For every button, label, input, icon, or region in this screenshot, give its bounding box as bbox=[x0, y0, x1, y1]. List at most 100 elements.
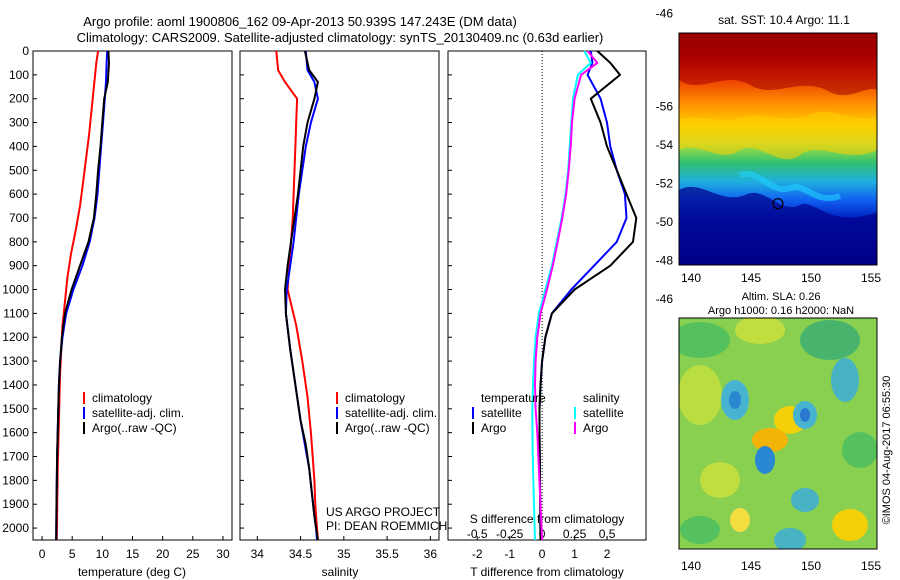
legend-t-argo: Argo bbox=[481, 421, 507, 435]
salinity-x-tick: 35.5 bbox=[375, 547, 399, 561]
sst-map bbox=[679, 33, 877, 265]
depth-tick-label: 1000 bbox=[2, 283, 29, 297]
depth-tick-label: 1600 bbox=[2, 426, 29, 440]
salinity-legend: climatology satellite-adj. clim. Argo(..… bbox=[336, 391, 437, 435]
difference-legend: temperature satellite Argo salinity sate… bbox=[472, 391, 624, 435]
s-difference-x-ticks: -0.5-0.2500.250.5 bbox=[467, 527, 616, 541]
temperature-x-ticks: 0 5 10 15 20 25 30 bbox=[39, 536, 230, 561]
sla-map-frame bbox=[678, 317, 878, 550]
difference-panel-frame bbox=[447, 50, 647, 541]
depth-tick-label: 600 bbox=[9, 187, 29, 201]
salinity-x-tick: 36 bbox=[424, 547, 438, 561]
depth-tick-label: 500 bbox=[9, 163, 29, 177]
depth-tick-label: 800 bbox=[9, 235, 29, 249]
latitude-tick: -56 bbox=[656, 99, 674, 113]
longitude-tick: 150 bbox=[801, 271, 821, 285]
series-line-argo-raw-qc- bbox=[284, 50, 319, 541]
depth-tick-label: 700 bbox=[9, 211, 29, 225]
temperature-x-label: temperature (deg C) bbox=[78, 565, 186, 579]
sla-map-title-line2: Argo h1000: 0.16 h2000: NaN bbox=[708, 305, 854, 317]
salinity-x-label: salinity bbox=[322, 565, 359, 579]
s-difference-label: S difference from climatology bbox=[470, 512, 625, 526]
t-difference-x-tick: -1 bbox=[504, 547, 515, 561]
series-line-temperature-satellite bbox=[538, 50, 628, 541]
depth-axis-ticks: 0 100 200 300 400 500 600 700 800 900 1000 1100 1200… bbox=[2, 44, 452, 535]
salinity-x-tick: 34.5 bbox=[289, 547, 313, 561]
figure-title-line2: Climatology: CARS2009. Satellite-adjuste… bbox=[77, 30, 604, 45]
project-credit: US ARGO PROJECT bbox=[326, 505, 441, 519]
pi-credit: PI: DEAN ROEMMICH bbox=[326, 519, 447, 533]
t-difference-x-label: T difference from climatology bbox=[470, 565, 624, 579]
salinity-x-tick: 35 bbox=[337, 547, 351, 561]
figure-title-line1: Argo profile: aoml 1900806_162 09-Apr-20… bbox=[83, 14, 517, 29]
sst-map-title: sat. SST: 10.4 Argo: 11.1 bbox=[718, 13, 850, 27]
salinity-x-tick: 34 bbox=[251, 547, 265, 561]
s-difference-x-tick: -0.5 bbox=[467, 527, 488, 541]
sst-map-frame bbox=[678, 32, 878, 266]
depth-tick-label: 1400 bbox=[2, 378, 29, 392]
sst-lon-ticks: 140 145 150 155 bbox=[681, 271, 881, 285]
series-line-salinity-argo bbox=[534, 50, 599, 541]
series-line-climatology bbox=[275, 50, 319, 541]
depth-tick-label: 1700 bbox=[2, 450, 29, 464]
legend-climatology: climatology bbox=[345, 391, 405, 405]
series-line-salinity-satellite bbox=[531, 50, 592, 541]
legend-satellite: satellite-adj. clim. bbox=[92, 406, 184, 420]
legend-s-satellite: satellite bbox=[583, 406, 624, 420]
legend-climatology: climatology bbox=[92, 391, 152, 405]
latitude-tick: -46 bbox=[656, 7, 674, 21]
longitude-tick: 145 bbox=[741, 271, 761, 285]
temperature-x-tick: 15 bbox=[126, 547, 140, 561]
legend-salinity-title: salinity bbox=[583, 391, 620, 405]
depth-tick-label: 2000 bbox=[2, 521, 29, 535]
latitude-tick: -50 bbox=[656, 215, 674, 229]
longitude-tick: 145 bbox=[741, 559, 761, 573]
latitude-tick: -48 bbox=[656, 253, 674, 267]
depth-tick-label: 0 bbox=[22, 44, 29, 58]
salinity-x-ticks: 34 34.5 35 35.5 36 bbox=[251, 536, 438, 561]
difference-series bbox=[531, 50, 638, 541]
legend-t-satellite: satellite bbox=[481, 406, 522, 420]
longitude-tick: 155 bbox=[861, 271, 881, 285]
legend-satellite: satellite-adj. clim. bbox=[345, 406, 437, 420]
depth-tick-label: 1800 bbox=[2, 473, 29, 487]
s-difference-x-tick: 0.25 bbox=[563, 527, 587, 541]
depth-tick-label: 400 bbox=[9, 139, 29, 153]
legend-argo: Argo(..raw -QC) bbox=[92, 421, 177, 435]
longitude-tick: 150 bbox=[801, 559, 821, 573]
temperature-x-tick: 5 bbox=[69, 547, 76, 561]
series-line-argo-raw-qc- bbox=[55, 50, 110, 541]
longitude-tick: 140 bbox=[681, 271, 701, 285]
temperature-x-tick: 30 bbox=[216, 547, 230, 561]
sla-lat-ticks: -46 -48 -50 -52 -54 -56 bbox=[656, 99, 674, 306]
longitude-tick: 155 bbox=[861, 559, 881, 573]
legend-temperature-title: temperature bbox=[481, 391, 546, 405]
temperature-panel-frame bbox=[32, 50, 233, 541]
series-line-satellite-adj-clim- bbox=[55, 50, 109, 541]
longitude-tick: 140 bbox=[681, 559, 701, 573]
legend-argo: Argo(..raw -QC) bbox=[345, 421, 430, 435]
temperature-legend: climatology satellite-adj. clim. Argo(..… bbox=[83, 391, 184, 435]
temperature-x-tick: 20 bbox=[156, 547, 170, 561]
sst-lat-ticks: -46-48-50-52-54-56 bbox=[656, 7, 674, 21]
sla-lon-ticks: 140 145 150 155 bbox=[681, 559, 881, 573]
s-difference-x-tick: -0.25 bbox=[496, 527, 524, 541]
t-difference-x-tick: -2 bbox=[472, 547, 483, 561]
t-difference-x-tick: 1 bbox=[571, 547, 578, 561]
series-line-temperature-argo bbox=[538, 50, 638, 541]
latitude-tick: -46 bbox=[656, 292, 674, 306]
series-line-climatology bbox=[55, 50, 100, 541]
salinity-panel-frame bbox=[239, 50, 440, 541]
depth-tick-label: 100 bbox=[9, 68, 29, 82]
depth-tick-label: 300 bbox=[9, 116, 29, 130]
depth-tick-label: 1500 bbox=[2, 402, 29, 416]
t-difference-x-tick: 0 bbox=[539, 547, 546, 561]
depth-tick-label: 900 bbox=[9, 259, 29, 273]
float-position-marker-sla bbox=[772, 198, 784, 210]
t-difference-x-tick: 2 bbox=[604, 547, 611, 561]
temperature-series bbox=[55, 50, 110, 541]
legend-s-argo: Argo bbox=[583, 421, 609, 435]
temperature-x-tick: 10 bbox=[96, 547, 110, 561]
latitude-tick: -54 bbox=[656, 138, 674, 152]
